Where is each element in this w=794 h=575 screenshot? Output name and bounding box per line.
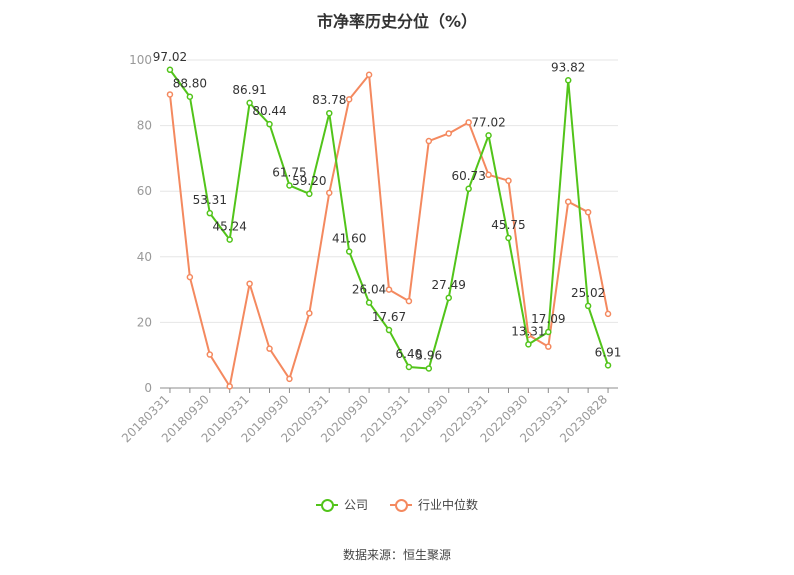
data-point	[306, 190, 313, 198]
data-point	[425, 365, 433, 372]
data-point	[166, 91, 174, 98]
data-point	[445, 294, 452, 302]
data-point	[485, 132, 492, 139]
data-point	[564, 198, 572, 205]
data-point	[226, 383, 233, 390]
data-point	[545, 328, 552, 336]
y-tick-label: 100	[129, 53, 152, 67]
data-point	[365, 71, 373, 79]
data-point	[405, 297, 413, 305]
data-source-note: 数据来源：恒生聚源	[342, 548, 451, 562]
data-point	[604, 362, 612, 369]
data-label: 26.04	[352, 283, 386, 297]
data-point	[286, 182, 293, 189]
data-label: 6.40	[396, 347, 423, 361]
y-tick-label: 20	[137, 315, 152, 329]
data-point	[545, 343, 552, 350]
data-point	[365, 299, 373, 306]
data-label: 6.91	[595, 345, 622, 359]
data-point	[186, 93, 194, 100]
legend-item-industry[interactable]: 行业中位数	[390, 496, 478, 513]
data-label: 97.02	[153, 50, 187, 64]
data-point	[525, 341, 532, 348]
data-label: 83.78	[312, 93, 346, 107]
data-point	[266, 345, 273, 352]
data-label: 17.67	[372, 310, 406, 324]
data-point	[206, 209, 214, 217]
data-point	[166, 66, 174, 74]
data-point	[286, 375, 293, 383]
legend-item-company[interactable]: 公司	[315, 496, 368, 513]
legend: 公司 行业中位数	[0, 496, 794, 513]
data-label: 60.73	[451, 169, 485, 183]
data-label: 27.49	[432, 278, 466, 292]
data-point	[485, 171, 492, 179]
data-label: 61.75	[272, 165, 306, 179]
data-point	[604, 310, 612, 318]
chart-title: 市净率历史分位（%）	[316, 12, 478, 31]
legend-industry-label: 行业中位数	[418, 498, 479, 512]
data-point	[564, 77, 572, 84]
data-label: 80.44	[252, 104, 286, 118]
data-point	[206, 351, 214, 358]
legend-company-label: 公司	[343, 498, 368, 512]
data-point	[584, 208, 592, 216]
data-label: 86.91	[232, 83, 266, 97]
data-label: 5.96	[415, 348, 442, 362]
data-point	[345, 96, 353, 103]
data-point	[326, 189, 333, 197]
data-label: 93.82	[551, 60, 585, 74]
data-point	[266, 120, 273, 128]
data-point	[405, 363, 413, 371]
data-label: 53.31	[193, 193, 227, 207]
data-point	[345, 248, 353, 255]
data-label: 25.02	[571, 286, 605, 300]
data-point	[306, 309, 313, 317]
data-point	[385, 326, 393, 334]
data-point	[584, 302, 592, 310]
data-point	[246, 99, 253, 107]
data-point	[385, 286, 393, 293]
data-label: 77.02	[471, 115, 505, 129]
data-point	[465, 119, 472, 126]
data-label: 45.24	[213, 220, 247, 234]
y-tick-label: 40	[137, 250, 152, 264]
y-tick-label: 0	[144, 381, 152, 395]
data-point	[246, 280, 253, 287]
data-label: 88.80	[173, 77, 207, 91]
data-point	[445, 130, 452, 137]
legend-company-swatch	[315, 498, 338, 512]
data-point	[326, 109, 333, 117]
y-tick-label: 60	[137, 184, 152, 198]
data-point	[505, 177, 512, 184]
data-label: 41.60	[332, 232, 366, 246]
data-point	[425, 137, 433, 145]
data-point	[505, 234, 512, 242]
y-tick-label: 80	[137, 119, 152, 133]
data-label: 45.75	[491, 218, 525, 232]
data-point	[226, 236, 233, 243]
data-point	[465, 185, 472, 193]
data-point	[186, 273, 194, 281]
data-label: 13.31	[511, 324, 545, 338]
data-label: 59.20	[292, 174, 326, 188]
data-label: 17.09	[531, 312, 565, 326]
legend-industry-swatch	[390, 498, 412, 512]
